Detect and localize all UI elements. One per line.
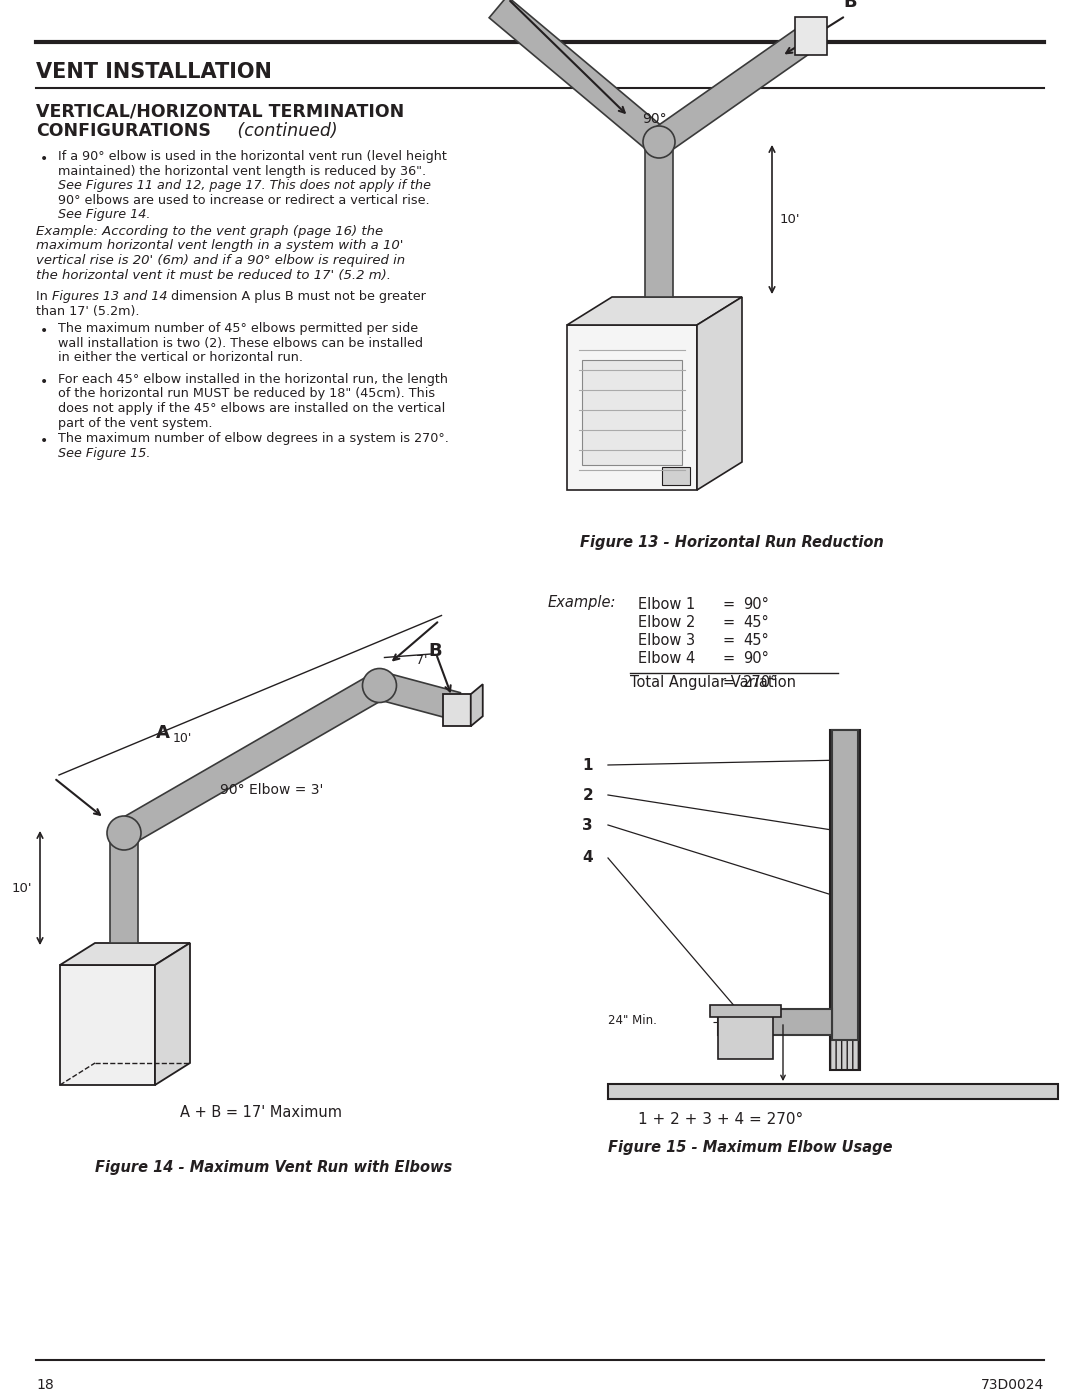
Text: See Figure 14.: See Figure 14. — [58, 208, 150, 221]
Bar — [832, 731, 858, 1039]
Bar — [718, 1009, 773, 1059]
Text: •: • — [40, 374, 49, 388]
Text: 10': 10' — [12, 882, 32, 894]
Bar — [662, 467, 690, 485]
Text: dimension A plus B must not be greater: dimension A plus B must not be greater — [167, 291, 426, 303]
Text: maintained) the horizontal vent length is reduced by 36".: maintained) the horizontal vent length i… — [58, 165, 427, 177]
Text: 4: 4 — [582, 851, 593, 866]
Circle shape — [363, 669, 396, 703]
Text: maximum horizontal vent length in a system with a 10': maximum horizontal vent length in a syst… — [36, 239, 403, 253]
Text: than 17' (5.2m).: than 17' (5.2m). — [36, 305, 139, 317]
Polygon shape — [567, 326, 697, 490]
Text: •: • — [40, 152, 49, 166]
Polygon shape — [567, 298, 742, 326]
Text: 10': 10' — [173, 732, 192, 745]
Text: vertical rise is 20' (6m) and if a 90° elbow is required in: vertical rise is 20' (6m) and if a 90° e… — [36, 254, 405, 267]
Bar — [710, 1004, 781, 1017]
Text: Figure 15 - Maximum Elbow Usage: Figure 15 - Maximum Elbow Usage — [608, 1140, 892, 1155]
Text: 24" Min.: 24" Min. — [608, 1013, 657, 1027]
Text: Elbow 1: Elbow 1 — [638, 597, 696, 612]
Text: Elbow 3: Elbow 3 — [638, 633, 696, 648]
Text: If a 90° elbow is used in the horizontal vent run (level height: If a 90° elbow is used in the horizontal… — [58, 149, 447, 163]
Text: 45°: 45° — [743, 615, 769, 630]
Circle shape — [643, 126, 675, 158]
Text: 7': 7' — [416, 654, 428, 666]
Text: Figures 13 and 14: Figures 13 and 14 — [52, 291, 167, 303]
Polygon shape — [60, 965, 156, 1085]
Text: B: B — [428, 641, 442, 659]
Text: VERTICAL/HORIZONTAL TERMINATION: VERTICAL/HORIZONTAL TERMINATION — [36, 103, 404, 122]
Bar — [110, 833, 138, 943]
Text: part of the vent system.: part of the vent system. — [58, 416, 213, 429]
Text: Figure 14 - Maximum Vent Run with Elbows: Figure 14 - Maximum Vent Run with Elbows — [95, 1160, 453, 1175]
Text: 1 + 2 + 3 + 4 = 270°: 1 + 2 + 3 + 4 = 270° — [638, 1112, 804, 1127]
Bar — [582, 360, 681, 465]
Bar — [443, 694, 471, 726]
Text: 10': 10' — [780, 212, 800, 226]
Text: Figure 13 - Horizontal Run Reduction: Figure 13 - Horizontal Run Reduction — [580, 535, 883, 550]
Text: 90°: 90° — [743, 597, 769, 612]
Text: =: = — [723, 615, 735, 630]
Text: The maximum number of elbow degrees in a system is 270°.: The maximum number of elbow degrees in a… — [58, 432, 449, 446]
Text: (continued): (continued) — [232, 122, 338, 140]
Polygon shape — [697, 298, 742, 490]
Text: Example: According to the vent graph (page 16) the: Example: According to the vent graph (pa… — [36, 225, 383, 237]
Text: •: • — [40, 434, 49, 448]
Text: 90° Elbow = 3': 90° Elbow = 3' — [220, 782, 323, 798]
Text: See Figures 11 and 12, page 17. This does not apply if the: See Figures 11 and 12, page 17. This doe… — [58, 179, 431, 191]
Text: Elbow 2: Elbow 2 — [638, 615, 696, 630]
Polygon shape — [489, 0, 669, 152]
Text: =: = — [723, 597, 735, 612]
Text: Example:: Example: — [548, 595, 617, 610]
Text: =: = — [723, 675, 735, 690]
Text: A + B = 17' Maximum: A + B = 17' Maximum — [180, 1105, 342, 1120]
Text: wall installation is two (2). These elbows can be installed: wall installation is two (2). These elbo… — [58, 337, 423, 349]
Text: CONFIGURATIONS: CONFIGURATIONS — [36, 122, 211, 140]
Text: Elbow 4: Elbow 4 — [638, 651, 696, 666]
Text: •: • — [40, 324, 49, 338]
Text: 270°: 270° — [743, 675, 779, 690]
Bar — [795, 17, 826, 54]
Text: The maximum number of 45° elbows permitted per side: The maximum number of 45° elbows permitt… — [58, 321, 418, 335]
Text: 73D0024: 73D0024 — [981, 1377, 1044, 1391]
Polygon shape — [60, 943, 190, 965]
Bar — [831, 731, 860, 1070]
Text: 1: 1 — [582, 757, 593, 773]
Text: 90°: 90° — [743, 651, 769, 666]
Text: 45°: 45° — [743, 633, 769, 648]
Text: VENT INSTALLATION: VENT INSTALLATION — [36, 61, 272, 82]
Text: 18: 18 — [36, 1377, 54, 1391]
Text: of the horizontal run MUST be reduced by 18" (45cm). This: of the horizontal run MUST be reduced by… — [58, 387, 435, 401]
Bar — [608, 1084, 1058, 1099]
Text: the horizontal vent it must be reduced to 17' (5.2 m).: the horizontal vent it must be reduced t… — [36, 268, 391, 282]
Text: 90°: 90° — [642, 112, 666, 126]
Text: 90° elbows are used to increase or redirect a vertical rise.: 90° elbows are used to increase or redir… — [58, 194, 430, 207]
Text: In: In — [36, 291, 52, 303]
Text: does not apply if the 45° elbows are installed on the vertical: does not apply if the 45° elbows are ins… — [58, 402, 445, 415]
Text: 3: 3 — [582, 817, 593, 833]
Bar — [718, 1009, 832, 1035]
Polygon shape — [156, 943, 190, 1085]
Text: For each 45° elbow installed in the horizontal run, the length: For each 45° elbow installed in the hori… — [58, 373, 448, 386]
Text: B: B — [843, 0, 858, 11]
Text: =: = — [723, 651, 735, 666]
Text: 2: 2 — [582, 788, 593, 802]
Bar — [645, 142, 673, 298]
Circle shape — [107, 816, 141, 849]
Text: See Figure 15.: See Figure 15. — [58, 447, 150, 460]
Polygon shape — [471, 685, 483, 726]
Polygon shape — [117, 673, 387, 845]
Text: in either the vertical or horizontal run.: in either the vertical or horizontal run… — [58, 351, 303, 365]
Text: =: = — [723, 633, 735, 648]
Text: A: A — [156, 724, 170, 742]
Polygon shape — [376, 672, 460, 719]
Polygon shape — [651, 24, 819, 154]
Text: Total Angular Variation: Total Angular Variation — [630, 675, 796, 690]
